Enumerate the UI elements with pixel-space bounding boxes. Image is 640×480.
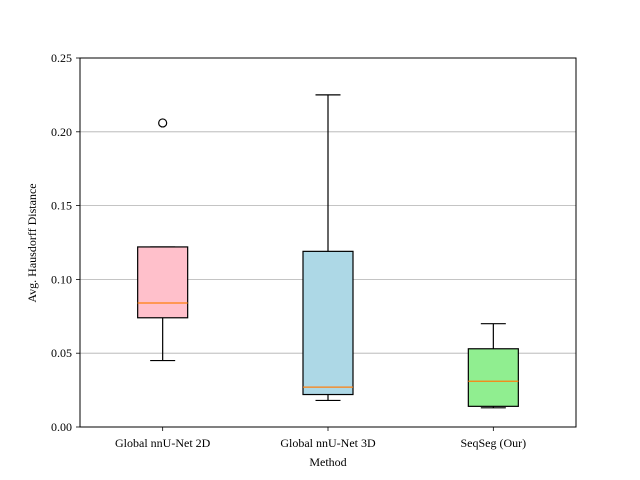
box-group [467, 323, 519, 409]
x-tick-label: Global nnU-Net 3D [280, 436, 376, 450]
y-tick-label: 0.05 [51, 346, 72, 360]
y-tick-label: 0.15 [51, 199, 72, 213]
y-tick-label: 0.00 [51, 420, 72, 434]
x-axis-label: Method [309, 455, 346, 469]
y-axis-label: Avg. Hausdorff Distance [25, 183, 39, 302]
x-tick-label: Global nnU-Net 2D [115, 436, 211, 450]
box-series [137, 94, 519, 409]
box-group [302, 94, 354, 402]
iqr-box [467, 348, 519, 407]
x-tick-label: SeqSeg (Our) [461, 436, 527, 450]
y-tick-label: 0.25 [51, 51, 72, 65]
outlier-point [158, 118, 168, 128]
y-axis-ticks: 0.00 0.05 0.10 0.15 0.20 0.25 [51, 51, 80, 434]
box-group [137, 118, 189, 362]
iqr-box [137, 246, 189, 319]
y-tick-label: 0.20 [51, 125, 72, 139]
y-tick-label: 0.10 [51, 272, 72, 286]
iqr-box [302, 250, 354, 396]
x-axis-ticks: Global nnU-Net 2D Global nnU-Net 3D SeqSeg… [115, 427, 526, 450]
